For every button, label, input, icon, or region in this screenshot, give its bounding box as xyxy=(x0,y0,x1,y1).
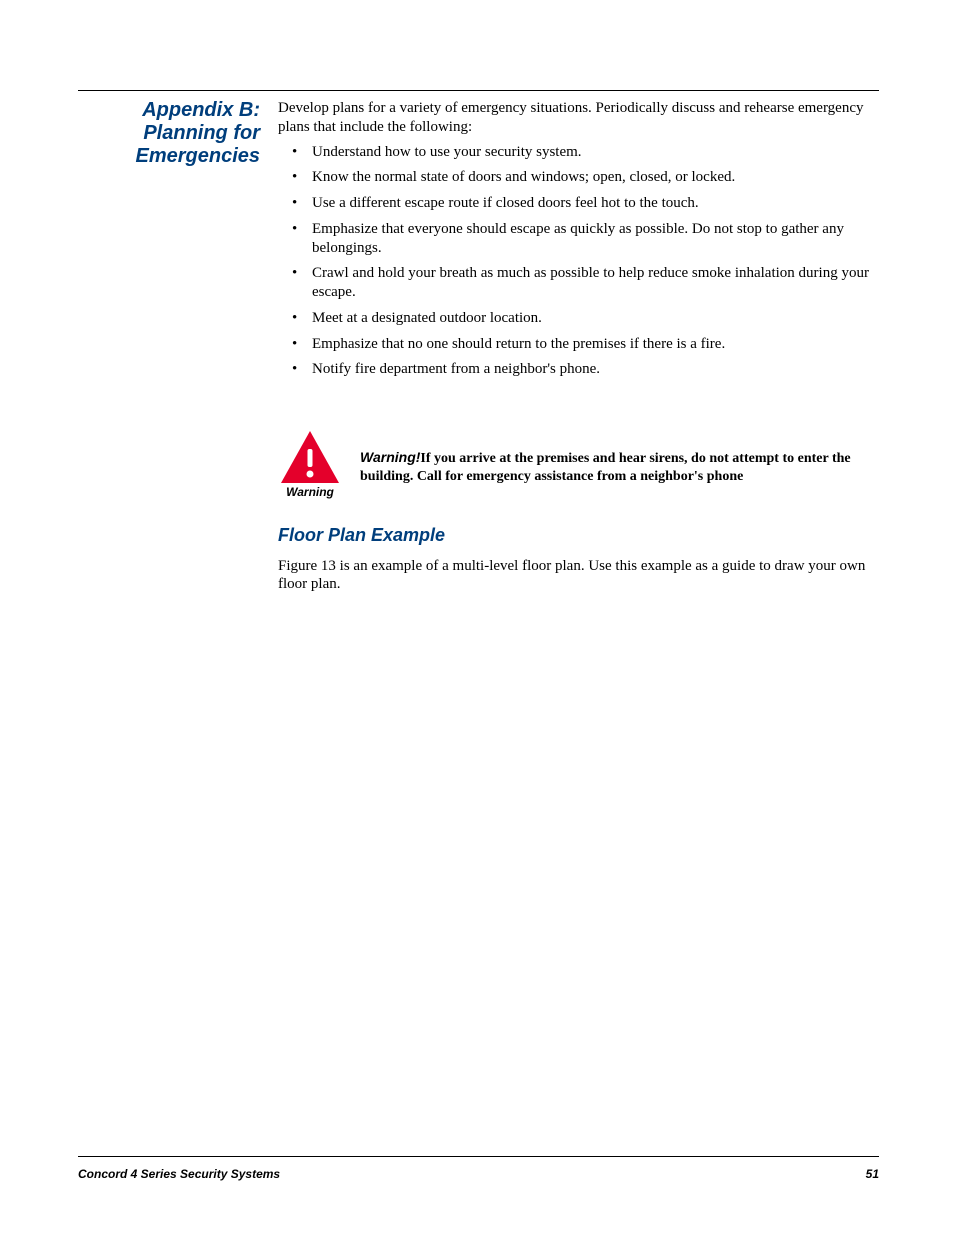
floor-plan-subheading: Floor Plan Example xyxy=(278,524,879,547)
page-content: Appendix B: Planning for Emergencies Dev… xyxy=(78,90,879,594)
list-item: Notify fire department from a neighbor's… xyxy=(292,360,879,379)
warning-triangle-icon xyxy=(281,431,339,483)
list-item: Crawl and hold your breath as much as po… xyxy=(292,264,879,302)
list-item: Use a different escape route if closed d… xyxy=(292,194,879,213)
list-item: Know the normal state of doors and windo… xyxy=(292,168,879,187)
warning-block: Warning Warning!If you arrive at the pre… xyxy=(278,431,879,500)
top-rule xyxy=(78,90,879,91)
body-column: Develop plans for a variety of emergency… xyxy=(278,99,879,594)
warning-inline-label: Warning! xyxy=(360,449,420,465)
emergency-bullets: Understand how to use your security syst… xyxy=(278,143,879,380)
list-item: Understand how to use your security syst… xyxy=(292,143,879,162)
warning-text: Warning!If you arrive at the premises an… xyxy=(360,431,879,485)
intro-paragraph: Develop plans for a variety of emergency… xyxy=(278,99,879,137)
page-footer: Concord 4 Series Security Systems 51 xyxy=(78,1156,879,1181)
footer-row: Concord 4 Series Security Systems 51 xyxy=(78,1167,879,1181)
list-item: Meet at a designated outdoor location. xyxy=(292,309,879,328)
warning-icon-wrap: Warning xyxy=(278,431,342,500)
floor-plan-paragraph: Figure 13 is an example of a multi-level… xyxy=(278,557,879,595)
list-item: Emphasize that everyone should escape as… xyxy=(292,220,879,258)
appendix-heading: Appendix B: Planning for Emergencies xyxy=(78,99,260,168)
two-column-layout: Appendix B: Planning for Emergencies Dev… xyxy=(78,99,879,594)
side-heading-column: Appendix B: Planning for Emergencies xyxy=(78,99,260,594)
page-number: 51 xyxy=(866,1167,879,1181)
footer-rule xyxy=(78,1156,879,1157)
list-item: Emphasize that no one should return to t… xyxy=(292,335,879,354)
footer-product-name: Concord 4 Series Security Systems xyxy=(78,1167,280,1181)
warning-icon-label: Warning xyxy=(278,485,342,500)
warning-body-text: If you arrive at the premises and hear s… xyxy=(360,451,851,484)
